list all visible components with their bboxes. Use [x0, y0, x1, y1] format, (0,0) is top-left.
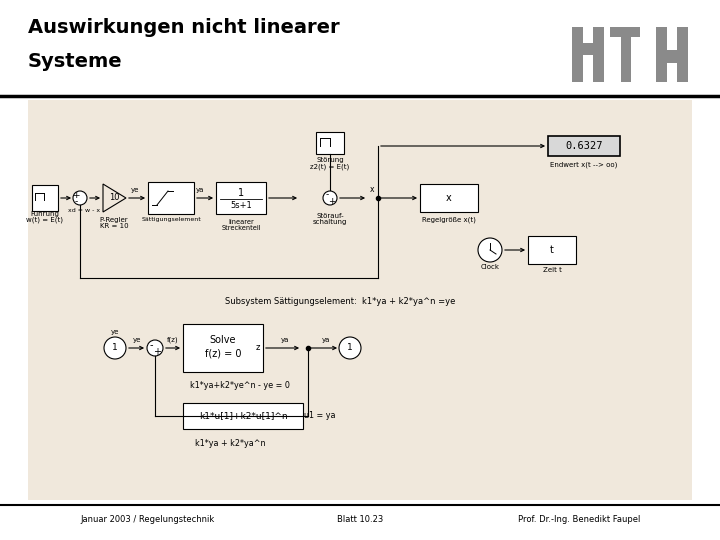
Bar: [183, 324, 263, 372]
Circle shape: [339, 337, 361, 359]
Text: k1*ya + k2*ya^n: k1*ya + k2*ya^n: [194, 440, 265, 449]
Bar: [583, 43, 593, 55]
Text: ya: ya: [322, 337, 330, 343]
Text: f(z): f(z): [167, 337, 179, 343]
Text: Störauf-: Störauf-: [316, 213, 344, 219]
Text: Regelgröße x(t): Regelgröße x(t): [422, 217, 476, 223]
Text: 0.6327: 0.6327: [565, 141, 603, 151]
Text: +: +: [153, 347, 161, 357]
Bar: [216, 182, 266, 214]
Text: z2(t) = E(t): z2(t) = E(t): [310, 164, 350, 170]
Text: 5s+1: 5s+1: [230, 200, 252, 210]
Text: 1: 1: [112, 343, 118, 353]
Text: +: +: [328, 198, 336, 206]
Bar: [32, 185, 58, 211]
Bar: [656, 27, 667, 82]
Bar: [148, 182, 194, 214]
Text: Sättigungselement: Sättigungselement: [141, 218, 201, 222]
Bar: [667, 50, 677, 63]
Bar: [572, 27, 583, 82]
Text: f(z) = 0: f(z) = 0: [204, 349, 241, 359]
Bar: [183, 403, 303, 429]
Text: x: x: [446, 193, 452, 203]
Circle shape: [104, 337, 126, 359]
Bar: [593, 27, 604, 82]
Bar: [677, 27, 688, 82]
Text: +: +: [72, 191, 80, 199]
Text: schaltung: schaltung: [312, 219, 347, 225]
Text: Blatt 10.23: Blatt 10.23: [337, 516, 383, 524]
Bar: [316, 132, 344, 154]
Text: x: x: [370, 186, 374, 194]
Text: 1: 1: [238, 188, 244, 198]
Text: Clock: Clock: [480, 264, 500, 270]
Text: Auswirkungen nicht linearer: Auswirkungen nicht linearer: [28, 18, 340, 37]
Text: linearer: linearer: [228, 219, 254, 225]
Text: ya: ya: [196, 187, 204, 193]
Text: Endwert x(t --> oo): Endwert x(t --> oo): [550, 162, 618, 168]
Text: -: -: [325, 191, 328, 199]
Text: Solve: Solve: [210, 335, 236, 345]
Text: -: -: [149, 340, 153, 350]
Text: w(t) = E(t): w(t) = E(t): [27, 217, 63, 223]
Text: Störung: Störung: [316, 157, 344, 163]
Text: KR = 10: KR = 10: [99, 223, 128, 229]
Bar: [420, 184, 478, 212]
Text: k1*ya+k2*ye^n - ye = 0: k1*ya+k2*ye^n - ye = 0: [190, 381, 290, 390]
Bar: [621, 37, 631, 82]
Circle shape: [147, 340, 163, 356]
Text: ye: ye: [131, 187, 139, 193]
Text: P-Regler: P-Regler: [99, 217, 128, 223]
Bar: [528, 236, 576, 264]
Text: Zeit t: Zeit t: [543, 267, 562, 273]
Text: Prof. Dr.-Ing. Benedikt Faupel: Prof. Dr.-Ing. Benedikt Faupel: [518, 516, 640, 524]
Text: Subsystem Sättigungselement:  k1*ya + k2*ya^n =ye: Subsystem Sättigungselement: k1*ya + k2*…: [225, 298, 455, 307]
Bar: [28, 100, 692, 500]
Bar: [610, 27, 640, 37]
Text: Führung: Führung: [30, 211, 60, 217]
Text: Streckenteil: Streckenteil: [221, 225, 261, 231]
Text: t: t: [550, 245, 554, 255]
Text: 10: 10: [109, 193, 120, 202]
Text: u1 = ya: u1 = ya: [305, 411, 336, 421]
Text: ye: ye: [111, 329, 120, 335]
Circle shape: [478, 238, 502, 262]
Text: ya: ya: [281, 337, 289, 343]
Text: z: z: [256, 343, 260, 353]
Text: ye: ye: [132, 337, 141, 343]
Text: xd = w - x: xd = w - x: [68, 207, 100, 213]
Text: k1*u[1]+k2*u[1]^n: k1*u[1]+k2*u[1]^n: [199, 411, 287, 421]
Text: Systeme: Systeme: [28, 52, 122, 71]
Circle shape: [73, 191, 87, 205]
Text: -: -: [74, 198, 78, 206]
Circle shape: [323, 191, 337, 205]
Text: Januar 2003 / Regelungstechnik: Januar 2003 / Regelungstechnik: [80, 516, 215, 524]
Bar: [548, 136, 620, 156]
Text: 1: 1: [347, 343, 353, 353]
